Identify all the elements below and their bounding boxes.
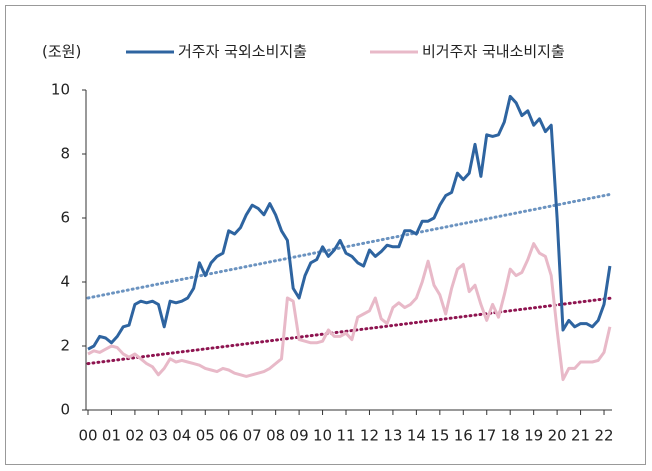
y-unit: (조원) bbox=[42, 43, 81, 61]
frame bbox=[5, 5, 646, 465]
x-tick-label: 12 bbox=[360, 427, 379, 445]
x-tick-label: 03 bbox=[149, 427, 168, 445]
x-tick-label: 17 bbox=[477, 427, 496, 445]
y-tick-label: 0 bbox=[60, 401, 70, 419]
x-tick-label: 05 bbox=[196, 427, 215, 445]
x-tick-label: 21 bbox=[571, 427, 590, 445]
x-tick-label: 22 bbox=[594, 427, 613, 445]
x-tick-label: 04 bbox=[172, 427, 191, 445]
x-tick-label: 11 bbox=[336, 427, 355, 445]
x-tick-label: 14 bbox=[407, 427, 426, 445]
x-tick-label: 06 bbox=[219, 427, 238, 445]
x-tick-label: 10 bbox=[313, 427, 332, 445]
y-tick-label: 4 bbox=[60, 273, 70, 291]
x-tick-label: 00 bbox=[78, 427, 97, 445]
trend-line bbox=[86, 296, 614, 366]
x-tick-label: 07 bbox=[243, 427, 262, 445]
y-tick-label: 10 bbox=[51, 81, 70, 99]
legend-label: 비거주자 국내소비지출 bbox=[422, 43, 565, 61]
y-tick-label: 8 bbox=[60, 145, 70, 163]
x-tick-label: 01 bbox=[102, 427, 121, 445]
x-tick-label: 02 bbox=[125, 427, 144, 445]
x-tick-label: 19 bbox=[524, 427, 543, 445]
x-tick-label: 20 bbox=[548, 427, 567, 445]
trend-line bbox=[86, 192, 614, 300]
legend-label: 거주자 국외소비지출 bbox=[178, 43, 307, 61]
x-tick-label: 13 bbox=[383, 427, 402, 445]
series-line bbox=[87, 242, 612, 382]
x-tick-label: 18 bbox=[501, 427, 520, 445]
x-tick-label: 16 bbox=[454, 427, 473, 445]
series-line bbox=[87, 94, 612, 351]
y-tick-label: 6 bbox=[60, 209, 70, 227]
x-tick-label: 08 bbox=[266, 427, 285, 445]
y-tick-label: 2 bbox=[60, 337, 70, 355]
x-tick-label: 15 bbox=[430, 427, 449, 445]
x-tick-label: 09 bbox=[290, 427, 309, 445]
